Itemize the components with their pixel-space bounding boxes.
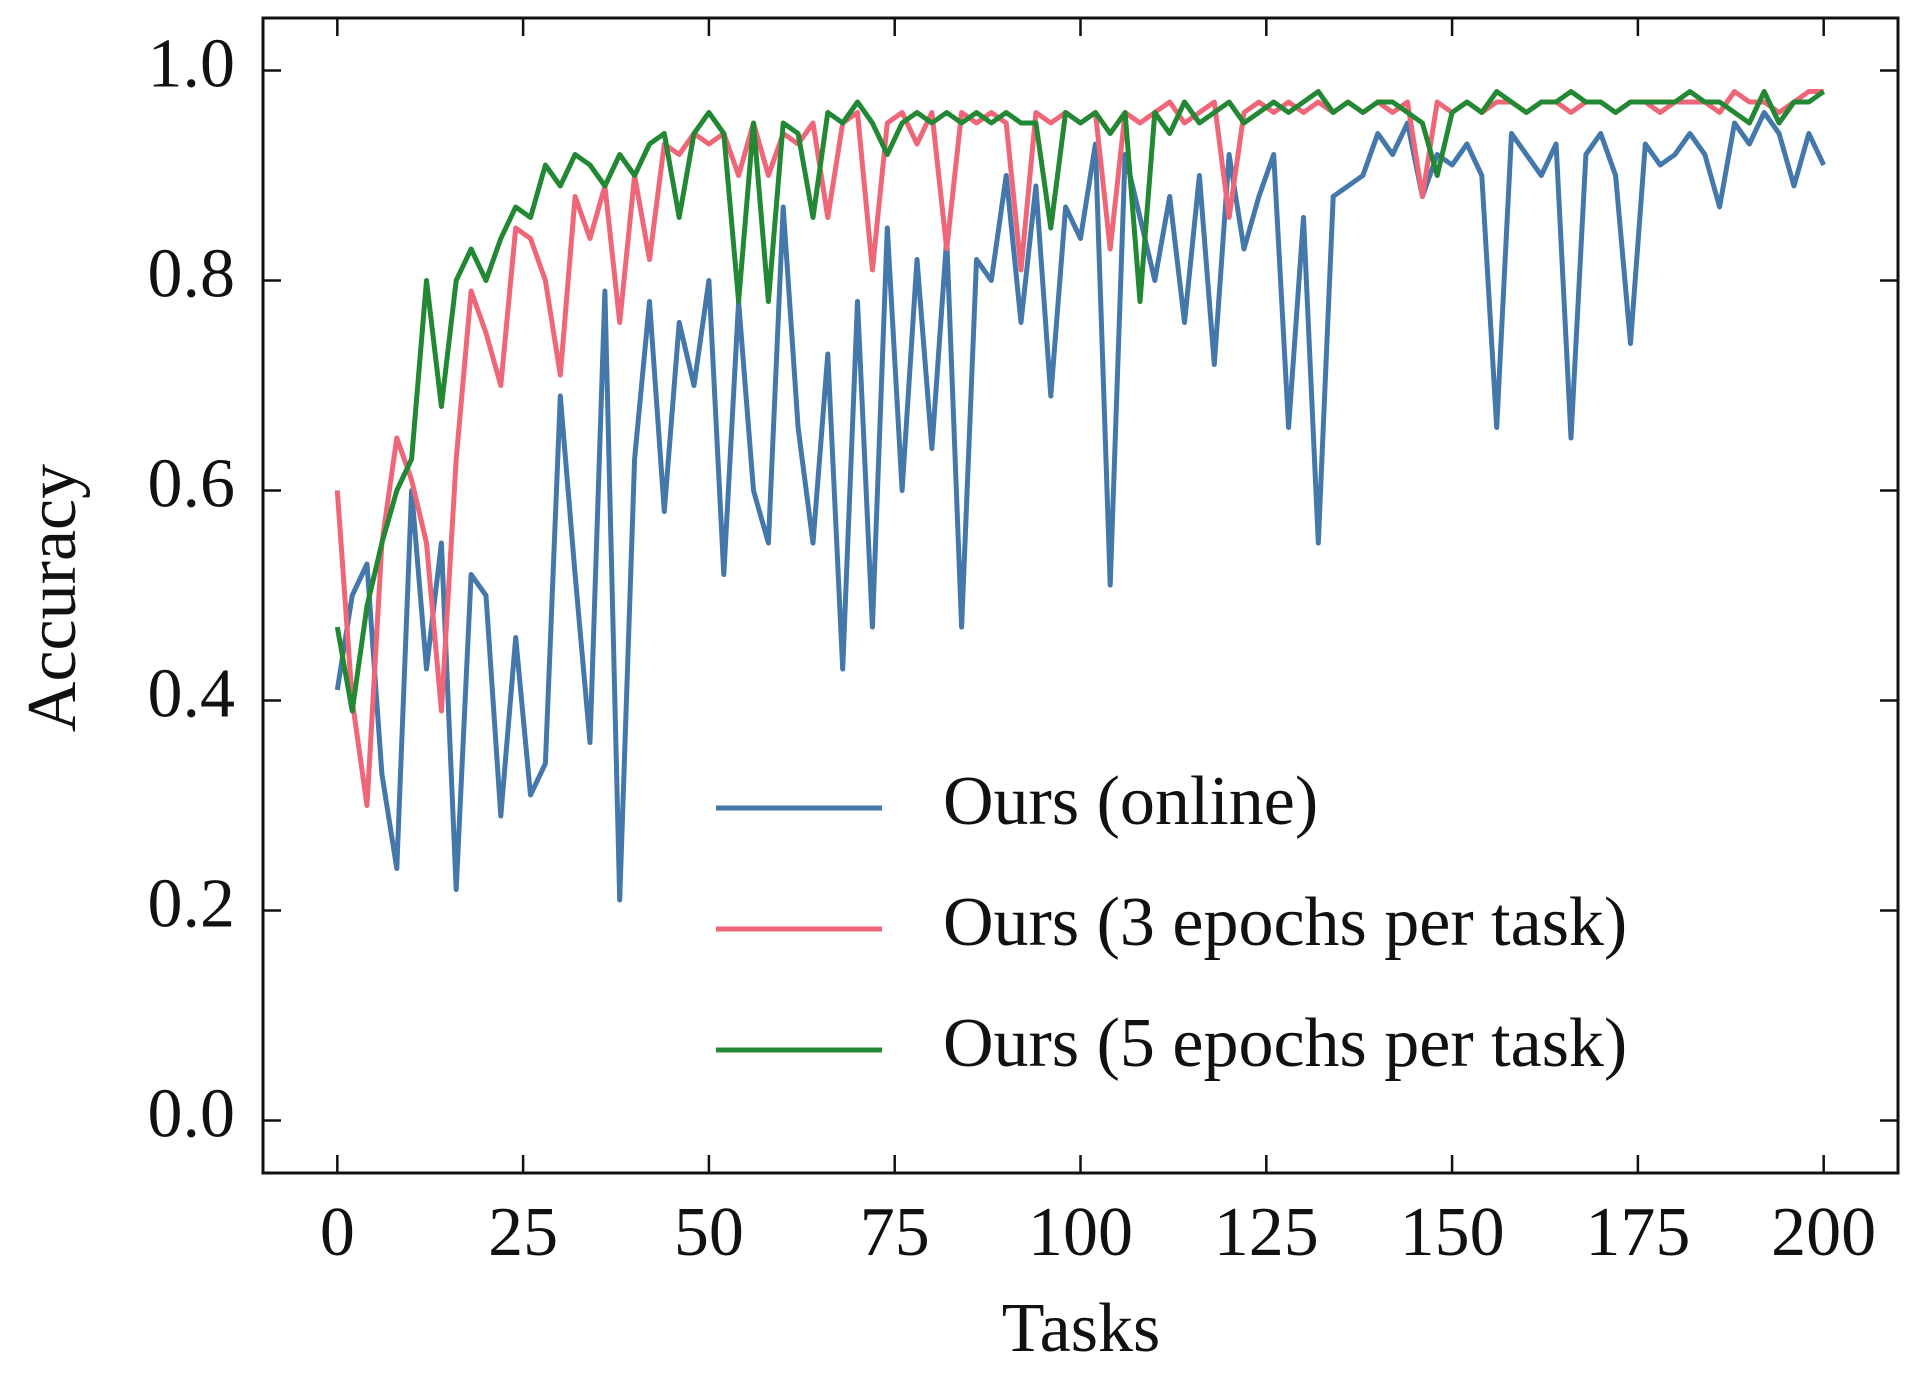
x-tick-label: 175 [1585,1194,1690,1271]
data-line [334,89,1826,714]
x-tick-label: 25 [488,1194,558,1271]
legend-label: Ours (5 epochs per task) [943,1005,1627,1082]
x-tick-label: 150 [1400,1194,1505,1271]
y-axis-label: Accuracy [14,464,91,732]
y-tick-label: 0.4 [148,656,236,733]
x-tick-label: 50 [674,1194,744,1271]
legend-label: Ours (online) [943,763,1318,840]
x-tick-label: 75 [860,1194,930,1271]
x-tick-label: 0 [320,1194,355,1271]
x-axis-label: Tasks [1002,1290,1160,1367]
data-line [334,110,1826,903]
y-tick-label: 0.8 [148,236,236,313]
y-tick-label: 1.0 [148,26,236,103]
x-tick-label: 125 [1214,1194,1319,1271]
legend-label: Ours (3 epochs per task) [943,884,1627,961]
y-tick-label: 0.2 [148,866,236,943]
y-tick-label: 0.6 [148,446,236,523]
x-tick-label: 200 [1771,1194,1876,1271]
x-tick-label: 100 [1028,1194,1133,1271]
y-tick-label: 0.0 [148,1076,236,1153]
plot-frame [261,16,1900,1175]
